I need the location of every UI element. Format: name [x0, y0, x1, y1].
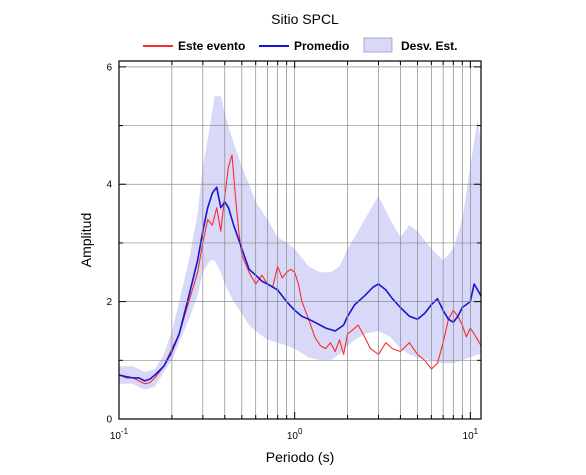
x-tick-label: 101 [463, 427, 479, 442]
grid [119, 61, 481, 419]
legend-label-promedio: Promedio [294, 39, 349, 53]
y-tick-label: 0 [106, 415, 112, 426]
x-axis-label: Periodo (s) [266, 449, 334, 465]
legend-label-este-evento: Este evento [178, 39, 245, 53]
y-tick-label: 4 [106, 180, 112, 191]
y-axis-label: Amplitud [78, 213, 94, 267]
chart-title: Sitio SPCL [271, 11, 339, 27]
x-tick-label: 100 [287, 427, 303, 442]
tick-marks [118, 61, 481, 420]
x-tick-label: 10-1 [110, 427, 129, 442]
tick-labels: 0 2 4 6 10-1 100 101 [106, 62, 478, 442]
legend: Este evento Promedio Desv. Est. [143, 37, 457, 53]
std-dev-band [119, 96, 481, 390]
series-line-promedio [118, 186, 482, 382]
legend-label-desv-est: Desv. Est. [401, 39, 457, 53]
y-tick-label: 2 [106, 297, 112, 308]
plot-frame [118, 60, 482, 420]
legend-swatch-desv-est [363, 37, 393, 53]
y-tick-label: 6 [106, 62, 112, 73]
